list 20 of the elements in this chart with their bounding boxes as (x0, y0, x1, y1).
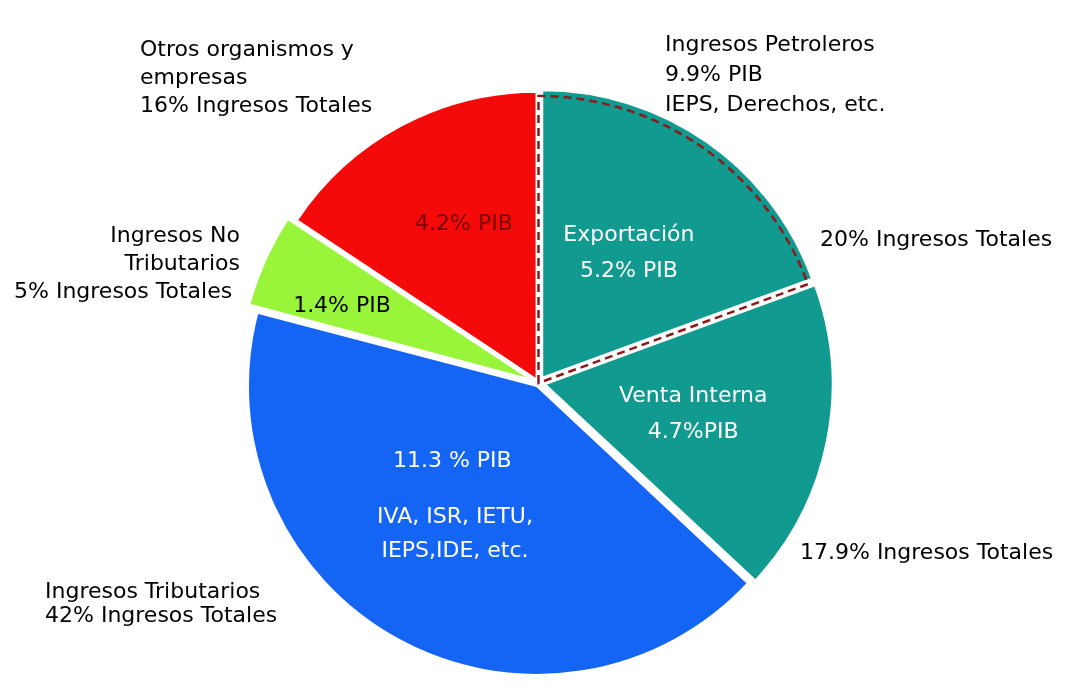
data-label: 5.2% PIB (580, 257, 678, 283)
slice-label: Ingresos No Tributarios (110, 221, 240, 275)
text: IEPS, Derechos, etc. (665, 90, 886, 116)
text: 5% Ingresos Totales (14, 277, 233, 303)
slice-label: Venta Interna (618, 381, 768, 407)
data-label: 11.3 % PIB (392, 446, 512, 472)
slice-label: Otros organismos y empresas (140, 35, 354, 89)
text: 17.9% Ingresos Totales (800, 538, 1054, 564)
text: IEPS,IDE, etc. (381, 536, 529, 562)
text: 9.9% PIB (665, 60, 763, 86)
text: 42% Ingresos Totales (45, 601, 278, 627)
data-label: 4.2% PIB (415, 209, 513, 235)
slice-label: Exportación (563, 221, 695, 247)
slice-label: Ingresos Tributarios (45, 577, 261, 603)
data-label: 1.4% PIB (293, 292, 391, 318)
text: 16% Ingresos Totales (140, 91, 373, 117)
text: 20% Ingresos Totales (820, 225, 1053, 251)
data-label: 4.7%PIB (647, 417, 739, 443)
text: IVA, ISR, IETU, (377, 502, 533, 528)
text: Ingresos Petroleros (665, 30, 875, 56)
